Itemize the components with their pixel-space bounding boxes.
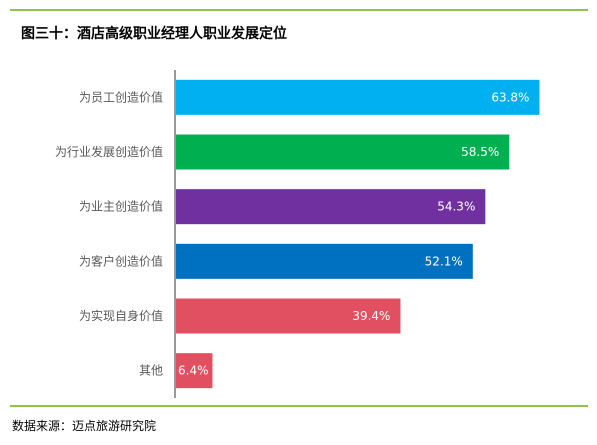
bar-2 (176, 134, 510, 170)
value-label-4: 52.1% (425, 254, 463, 268)
category-label-5: 为实现自身价值 (79, 308, 163, 323)
value-label-6: 6.4% (178, 364, 209, 378)
source-note: 数据来源：迈点旅游研究院 (12, 419, 157, 433)
value-label-2: 58.5% (461, 145, 499, 159)
bar-5 (176, 298, 401, 334)
category-label-3: 为业主创造价值 (79, 199, 163, 214)
bar-1 (176, 79, 540, 115)
category-label-1: 为员工创造价值 (79, 89, 163, 104)
bottom-divider (10, 405, 588, 407)
bar-6 (176, 353, 213, 389)
category-label-4: 为客户创造价值 (79, 253, 163, 268)
value-label-5: 39.4% (352, 309, 390, 323)
value-label-3: 54.3% (437, 200, 475, 214)
chart-title: 图三十：酒店高级职业经理人职业发展定位 (21, 26, 287, 42)
top-divider (10, 9, 588, 11)
value-label-1: 63.8% (491, 90, 529, 104)
bar-4 (176, 243, 473, 279)
category-label-2: 为行业发展创造价值 (55, 144, 163, 159)
bar-3 (176, 189, 486, 225)
category-label-6: 其他 (139, 364, 163, 378)
